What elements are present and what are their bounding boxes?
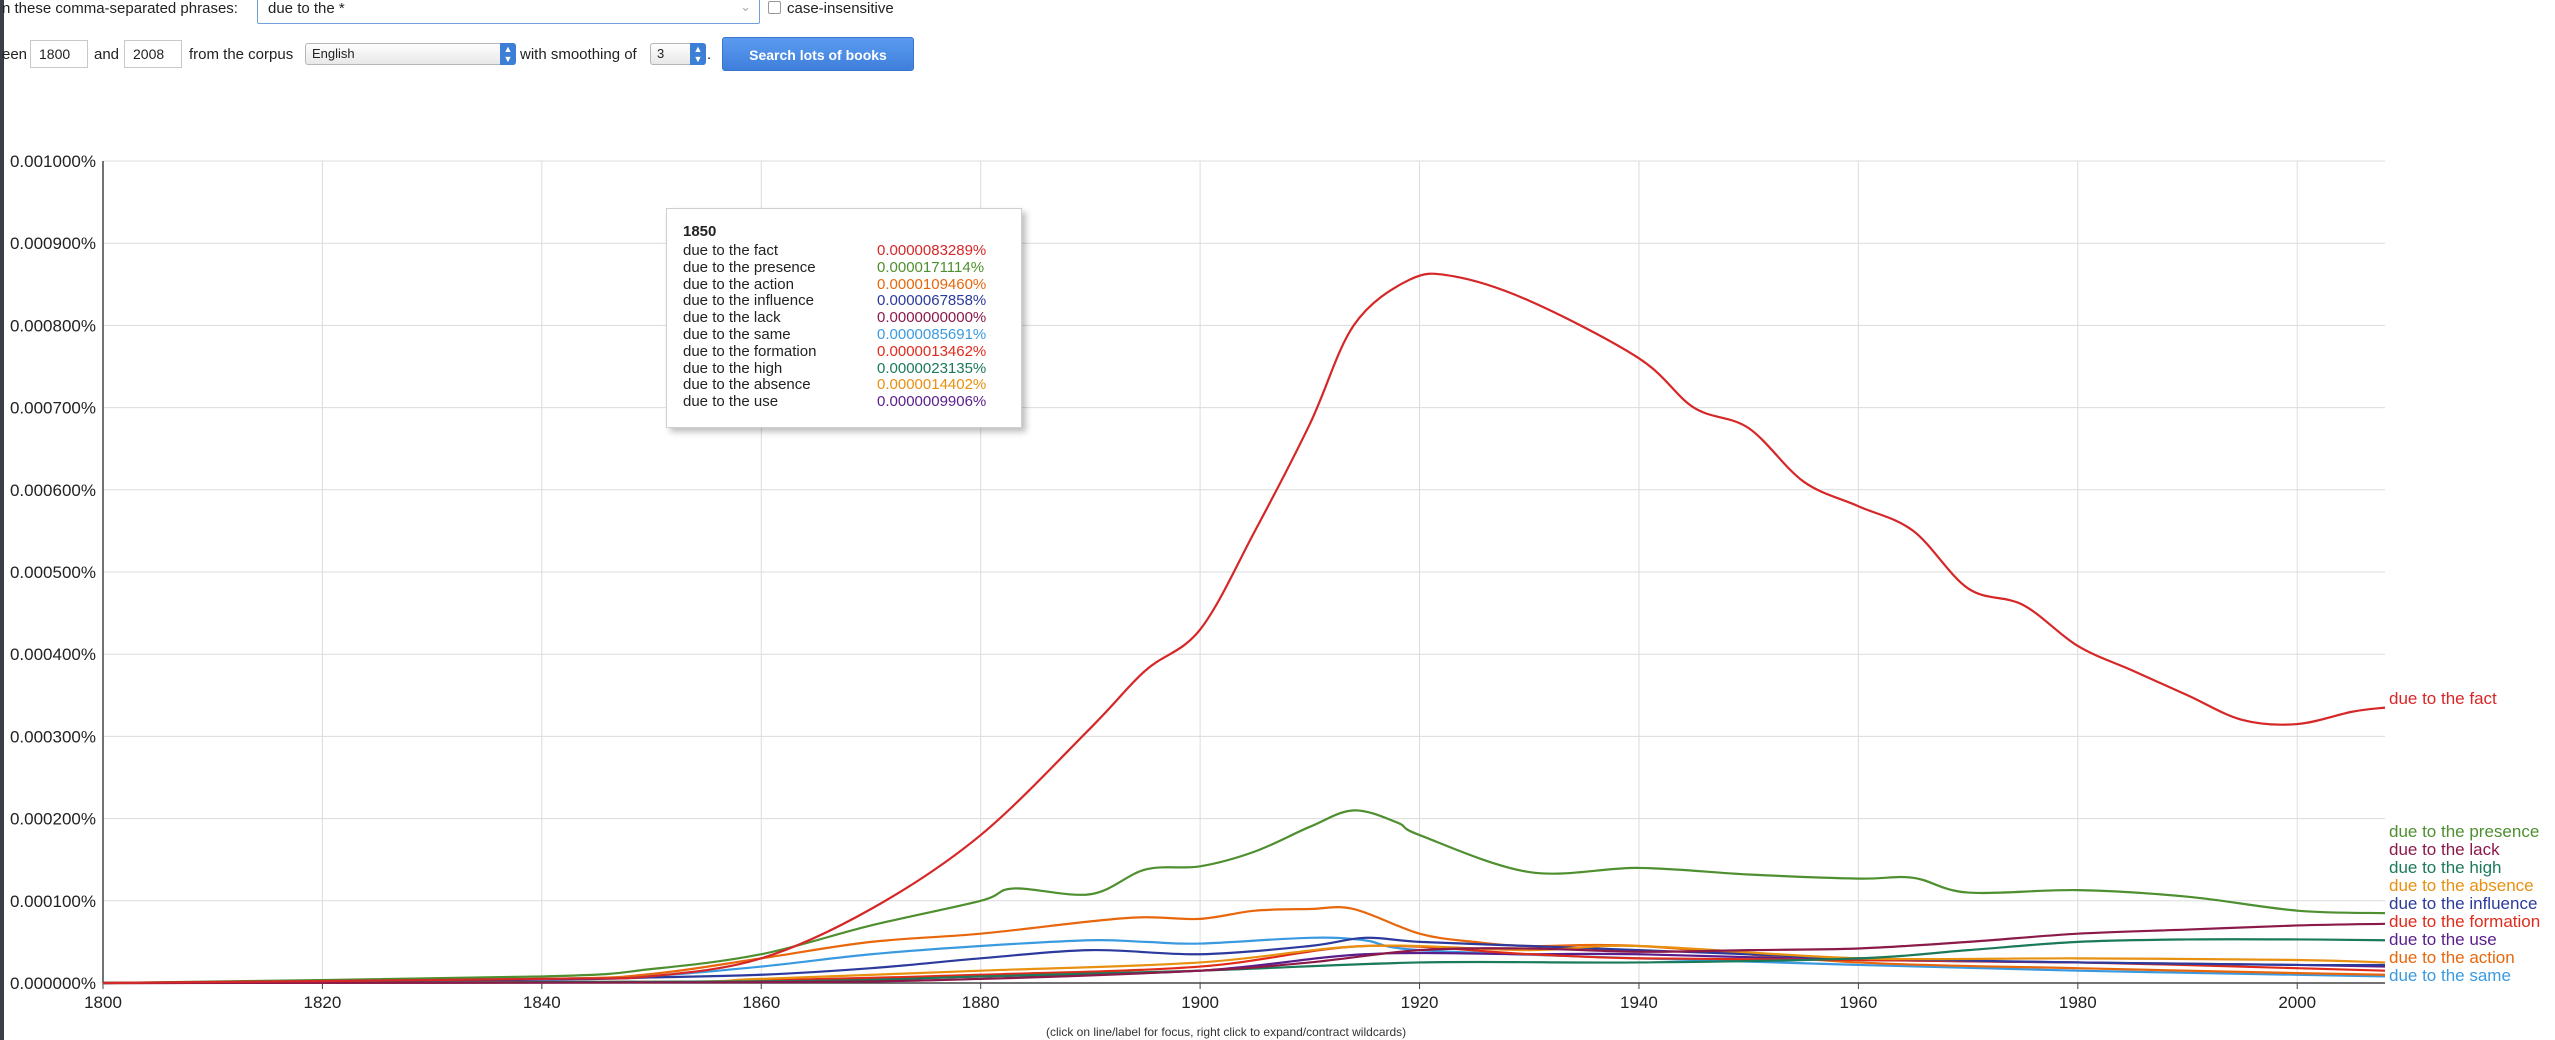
y-tick-label: 0.001000% xyxy=(10,152,96,171)
x-tick-label: 1800 xyxy=(84,993,122,1012)
series-end-label[interactable]: due to the fact xyxy=(2389,689,2497,708)
tooltip-series-label: due to the influence xyxy=(683,292,814,310)
x-tick-label: 1840 xyxy=(523,993,561,1012)
series-line[interactable] xyxy=(102,922,2386,985)
tooltip-series-label: due to the presence xyxy=(683,258,816,276)
tooltip-row: due to the presence 0.0000171114% xyxy=(683,258,1005,277)
series-line[interactable] xyxy=(102,906,2386,985)
y-tick-label: 0.000400% xyxy=(10,645,96,664)
corpus-value: English xyxy=(312,46,355,61)
series-end-label[interactable]: due to the absence xyxy=(2389,876,2534,895)
phrases-label: n these comma-separated phrases: xyxy=(2,0,238,17)
series-end-label[interactable]: due to the action xyxy=(2389,948,2515,967)
case-insensitive-checkbox[interactable] xyxy=(768,1,781,14)
series-end-label[interactable]: due to the presence xyxy=(2389,822,2539,841)
tooltip-row: due to the lack 0.0000000000% xyxy=(683,309,1005,327)
tooltip-row: due to the formation 0.0000013462% xyxy=(683,342,1005,361)
tooltip-series-label: due to the high xyxy=(683,359,783,377)
y-tick-label: 0.000600% xyxy=(10,481,96,500)
hover-tooltip: 1850 due to the fact 0.0000083289% due to … xyxy=(666,208,1022,428)
tooltip-year: 1850 xyxy=(683,223,717,240)
tooltip-row: due to the high 0.0000023135% xyxy=(683,359,1005,378)
series-end-label[interactable]: due to the high xyxy=(2389,858,2501,877)
chart-hint: (click on line/label for focus, right cl… xyxy=(1046,1025,1407,1039)
tooltip-row: due to the influence 0.0000067858% xyxy=(683,292,1005,310)
tooltip-series-value: 0.0000000000% xyxy=(877,309,987,327)
tooltip-row: due to the action 0.0000109460% xyxy=(683,275,1005,294)
case-insensitive-label: case-insensitive xyxy=(787,0,894,17)
y-tick-label: 0.000300% xyxy=(10,727,96,746)
x-tick-label: 1880 xyxy=(962,993,1000,1012)
chevron-down-icon[interactable]: ⌄ xyxy=(740,0,751,14)
y-tick-label: 0.000200% xyxy=(10,810,96,829)
y-tick-label: 0.000100% xyxy=(10,892,96,911)
tooltip-series-label: due to the formation xyxy=(683,342,817,360)
y-tick-label: 0.000500% xyxy=(10,563,96,582)
x-tick-label: 1940 xyxy=(1620,993,1658,1012)
series-line[interactable] xyxy=(102,809,2386,985)
tooltip-series-value: 0.0000009906% xyxy=(877,393,987,411)
and-label: and xyxy=(94,46,120,63)
year-start-input[interactable]: 1800 xyxy=(30,40,88,68)
x-tick-label: 1900 xyxy=(1181,993,1219,1012)
year-end-input[interactable]: 2008 xyxy=(124,40,182,68)
x-tick-label: 1820 xyxy=(304,993,342,1012)
tooltip-row: due to the use 0.0000009906% xyxy=(683,393,1005,411)
y-tick-label: 0.000000% xyxy=(10,974,96,993)
x-tick-label: 1960 xyxy=(1839,993,1877,1012)
search-input[interactable]: due to the * ⌄ xyxy=(257,0,760,24)
x-tick-label: 1980 xyxy=(2059,993,2097,1012)
smoothing-label: with smoothing of xyxy=(520,46,637,63)
tooltip-series-value: 0.0000014402% xyxy=(877,376,987,394)
between-label: een xyxy=(2,46,28,63)
x-tick-label: 1920 xyxy=(1401,993,1439,1012)
tooltip-row: due to the same 0.0000085691% xyxy=(683,325,1005,344)
series-end-label[interactable]: due to the same xyxy=(2389,966,2511,985)
smoothing-select[interactable]: 3 ▲ ▼ xyxy=(650,43,706,65)
x-tick-label: 1860 xyxy=(742,993,780,1012)
tooltip-series-label: due to the action xyxy=(683,275,794,293)
tooltip-series-label: due to the same xyxy=(683,325,791,343)
series-end-label[interactable]: due to the use xyxy=(2389,930,2497,949)
x-tick-label: 2000 xyxy=(2278,993,2316,1012)
smoothing-value: 3 xyxy=(657,46,665,61)
series-end-label[interactable]: due to the lack xyxy=(2389,840,2500,859)
tooltip-row: due to the absence 0.0000014402% xyxy=(683,376,1005,394)
tooltip-series-value: 0.0000171114% xyxy=(877,258,985,276)
tooltip-series-label: due to the absence xyxy=(683,376,811,394)
corpus-label: from the corpus xyxy=(189,46,294,63)
corpus-select[interactable]: English ▲ ▼ xyxy=(305,43,516,65)
tooltip-row: due to the fact 0.0000083289% xyxy=(683,242,1005,260)
tooltip-series-value: 0.0000109460% xyxy=(877,275,987,293)
tooltip-series-value: 0.0000013462% xyxy=(877,342,987,360)
tooltip-series-value: 0.0000085691% xyxy=(877,325,987,343)
series-line[interactable] xyxy=(102,272,2386,985)
select-arrows-icon: ▲ ▼ xyxy=(500,43,516,65)
tooltip-series-value: 0.0000067858% xyxy=(877,292,987,310)
tooltip-series-value: 0.0000023135% xyxy=(877,359,987,377)
tooltip-series-label: due to the lack xyxy=(683,309,781,327)
y-tick-label: 0.000800% xyxy=(10,316,96,335)
tooltip-series-label: due to the fact xyxy=(683,242,779,259)
select-arrows-icon: ▲ ▼ xyxy=(690,43,706,65)
y-tick-label: 0.000700% xyxy=(10,399,96,418)
search-button[interactable]: Search lots of books xyxy=(722,37,914,71)
period: . xyxy=(707,46,712,63)
tooltip-series-value: 0.0000083289% xyxy=(877,242,987,259)
series-end-label[interactable]: due to the formation xyxy=(2389,912,2540,931)
series-end-label[interactable]: due to the influence xyxy=(2389,894,2537,913)
tooltip-series-label: due to the use xyxy=(683,393,779,411)
window-edge xyxy=(0,0,4,1040)
query-text: due to the * xyxy=(268,0,345,17)
y-tick-label: 0.000900% xyxy=(10,234,96,253)
